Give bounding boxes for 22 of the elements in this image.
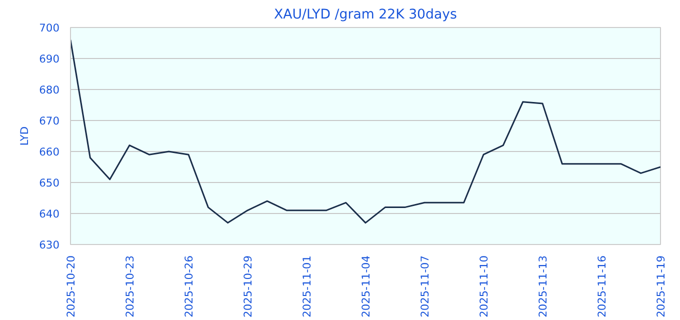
line-series xyxy=(70,39,660,224)
x-tick-label: 2025-10-29 xyxy=(242,255,254,318)
x-tick-label: 2025-11-04 xyxy=(360,255,372,318)
x-tick-label: 2025-11-16 xyxy=(596,255,608,318)
x-tick-label: 2025-10-20 xyxy=(64,255,78,318)
chart-title: XAU/LYD /gram 22K 30days xyxy=(274,8,458,22)
y-tick-label: 690 xyxy=(39,52,60,66)
y-tick-label: 700 xyxy=(39,22,60,34)
x-tick-label: 2025-10-26 xyxy=(182,255,196,318)
x-tick-label: 2025-11-01 xyxy=(300,255,314,318)
y-tick-label: 640 xyxy=(39,208,60,220)
x-tick-label: 2025-11-13 xyxy=(536,255,550,318)
y-tick-label: 650 xyxy=(39,176,60,190)
y-tick-label: 660 xyxy=(39,146,60,158)
y-tick-label: 680 xyxy=(39,84,60,96)
y-axis-title: LYD xyxy=(18,126,32,146)
y-tick-label: 630 xyxy=(39,238,60,252)
x-tick-label: 2025-11-10 xyxy=(478,255,490,318)
x-tick-label: 2025-10-23 xyxy=(124,255,136,318)
y-tick-label: 670 xyxy=(39,114,60,128)
x-tick-label: 2025-11-07 xyxy=(418,255,432,318)
x-tick-label: 2025-11-19 xyxy=(654,255,668,318)
